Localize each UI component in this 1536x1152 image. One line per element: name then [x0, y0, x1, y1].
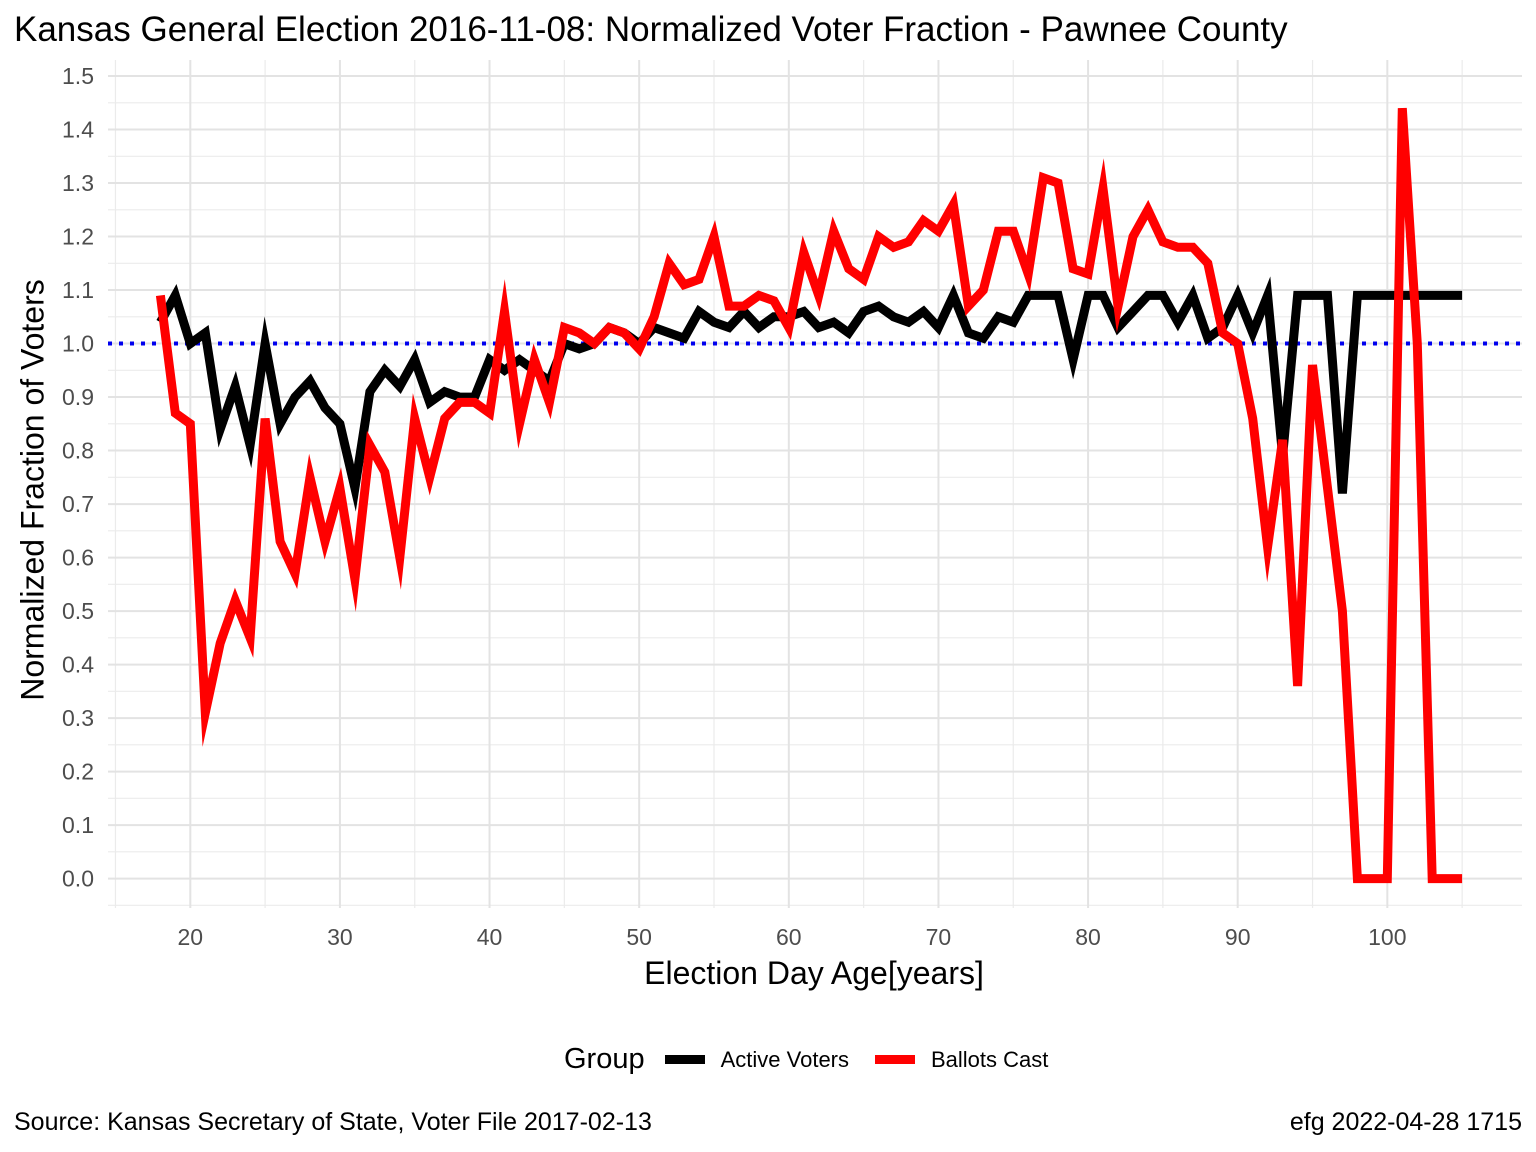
x-tick-label: 100: [1368, 924, 1406, 950]
y-tick-label: 0.8: [62, 438, 94, 464]
legend-key-active-voters: [664, 1055, 705, 1064]
y-tick-label: 0.1: [62, 812, 94, 838]
x-axis-label: Election Day Age[years]: [644, 955, 984, 991]
y-tick-label: 0.7: [62, 491, 94, 517]
y-tick-label: 1.3: [62, 170, 94, 196]
x-tick-label: 70: [926, 924, 952, 950]
y-axis-tick-labels: 0.0 0.1 0.2 0.3 0.4 0.5 0.6 0.7 0.8 0.9 1.0 1.1 1.2 1…: [62, 63, 94, 892]
y-tick-label: 1.5: [62, 63, 94, 89]
source-caption: Source: Kansas Secretary of State, Voter…: [14, 1108, 652, 1136]
x-axis-tick-labels: 20 30 40 50 60 70 80 90 100: [177, 924, 1406, 950]
chart-title: Kansas General Election 2016-11-08: Norm…: [14, 10, 1288, 49]
y-tick-label: 0.2: [62, 759, 94, 785]
series-lines: [155, 107, 1463, 884]
minor-gridlines: [108, 60, 1522, 908]
legend-item-ballots-cast: Ballots Cast: [875, 1047, 1048, 1073]
x-tick-label: 60: [776, 924, 802, 950]
x-tick-label: 80: [1075, 924, 1101, 950]
legend-item-active-voters: Active Voters: [664, 1046, 849, 1073]
x-tick-label: 30: [327, 924, 353, 950]
y-tick-label: 0.5: [62, 598, 94, 624]
y-tick-label: 0.0: [62, 866, 94, 892]
y-tick-label: 1.2: [62, 224, 94, 250]
legend: Group Active Voters Ballots Cast: [564, 1043, 1074, 1076]
legend-label-ballots-cast: Ballots Cast: [931, 1046, 1049, 1072]
y-tick-label: 0.9: [62, 384, 94, 410]
credit-caption: efg 2022-04-28 1715: [1289, 1108, 1522, 1136]
y-tick-label: 1.1: [62, 277, 94, 303]
x-tick-label: 50: [626, 924, 652, 950]
legend-title: Group: [564, 1043, 645, 1075]
y-tick-label: 0.3: [62, 705, 94, 731]
y-tick-label: 1.4: [62, 117, 94, 143]
y-axis-label: Normalized Fraction of Voters: [14, 279, 51, 701]
legend-label-active-voters: Active Voters: [720, 1046, 849, 1072]
y-tick-label: 0.6: [62, 545, 94, 571]
y-tick-label: 0.4: [62, 652, 94, 678]
legend-key-ballots-cast: [875, 1055, 915, 1064]
series-line-active-voters: [156, 276, 1463, 512]
series-line-ballots-cast: [155, 107, 1463, 884]
y-tick-label: 1.0: [62, 331, 94, 357]
x-tick-label: 40: [477, 924, 503, 950]
x-tick-label: 20: [177, 924, 203, 950]
x-tick-label: 90: [1225, 924, 1251, 950]
